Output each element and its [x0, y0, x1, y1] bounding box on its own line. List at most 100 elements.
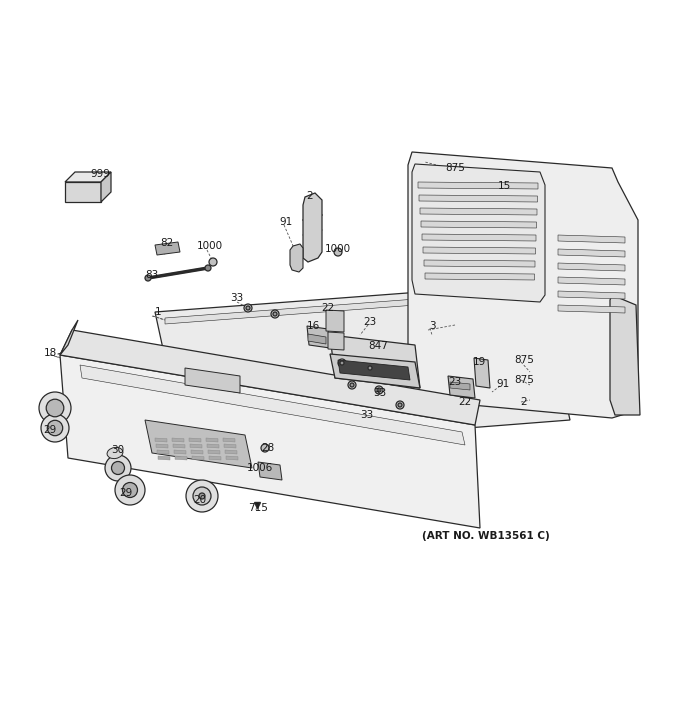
Text: 22: 22: [322, 303, 335, 313]
Circle shape: [46, 399, 64, 417]
Circle shape: [338, 359, 346, 367]
Polygon shape: [80, 365, 465, 445]
Polygon shape: [303, 193, 322, 262]
Polygon shape: [448, 376, 475, 398]
Ellipse shape: [107, 447, 123, 459]
Circle shape: [186, 480, 218, 512]
Text: 18: 18: [44, 348, 56, 358]
Polygon shape: [412, 164, 545, 302]
Circle shape: [350, 383, 354, 387]
Polygon shape: [421, 221, 537, 228]
Text: 2: 2: [307, 191, 313, 201]
Polygon shape: [338, 360, 410, 380]
Text: 3: 3: [428, 321, 435, 331]
Polygon shape: [191, 450, 203, 454]
Polygon shape: [558, 249, 625, 257]
Polygon shape: [422, 234, 536, 241]
Polygon shape: [175, 456, 187, 460]
Text: 23: 23: [363, 317, 377, 327]
Circle shape: [398, 403, 402, 407]
Polygon shape: [326, 310, 344, 332]
Circle shape: [244, 304, 252, 312]
Polygon shape: [328, 332, 344, 350]
Polygon shape: [558, 305, 625, 313]
Text: 847: 847: [368, 341, 388, 351]
Polygon shape: [423, 247, 536, 254]
Text: 30: 30: [112, 445, 124, 455]
Circle shape: [199, 493, 205, 499]
Circle shape: [271, 310, 279, 318]
Text: 875: 875: [514, 375, 534, 385]
Text: 875: 875: [514, 355, 534, 365]
Text: 20: 20: [193, 495, 207, 505]
Circle shape: [48, 420, 63, 436]
Polygon shape: [207, 444, 219, 448]
Circle shape: [105, 455, 131, 481]
Polygon shape: [558, 277, 625, 285]
Circle shape: [122, 483, 137, 497]
Polygon shape: [155, 438, 167, 442]
Text: 1: 1: [154, 307, 161, 317]
Text: 999: 999: [90, 169, 110, 179]
Text: 1000: 1000: [197, 241, 223, 251]
Polygon shape: [610, 295, 640, 415]
Circle shape: [375, 386, 383, 394]
Circle shape: [112, 462, 124, 474]
Text: 2: 2: [521, 397, 527, 407]
Circle shape: [334, 248, 342, 256]
Text: 28: 28: [261, 443, 275, 453]
Text: 1006: 1006: [247, 463, 273, 473]
Circle shape: [145, 275, 151, 281]
Circle shape: [377, 388, 381, 392]
Text: 33: 33: [373, 388, 387, 398]
Circle shape: [261, 444, 269, 452]
Polygon shape: [558, 263, 625, 271]
Polygon shape: [224, 444, 236, 448]
Text: 29: 29: [120, 488, 133, 498]
Circle shape: [193, 487, 211, 505]
Circle shape: [39, 392, 71, 424]
Polygon shape: [307, 326, 330, 348]
Polygon shape: [60, 355, 480, 528]
Text: 83: 83: [146, 270, 158, 280]
Polygon shape: [419, 195, 537, 202]
Polygon shape: [156, 444, 168, 448]
Circle shape: [273, 312, 277, 316]
Polygon shape: [155, 242, 180, 255]
Polygon shape: [226, 456, 238, 460]
Circle shape: [368, 366, 372, 370]
Polygon shape: [225, 450, 237, 454]
Circle shape: [246, 306, 250, 310]
Polygon shape: [474, 358, 490, 388]
Polygon shape: [558, 235, 625, 243]
Polygon shape: [208, 450, 220, 454]
Polygon shape: [209, 456, 221, 460]
Polygon shape: [173, 444, 185, 448]
Circle shape: [41, 414, 69, 442]
Polygon shape: [425, 273, 534, 280]
Text: 16: 16: [307, 321, 320, 331]
Text: 33: 33: [231, 293, 243, 303]
Polygon shape: [60, 320, 78, 355]
Polygon shape: [424, 260, 535, 267]
Text: 33: 33: [360, 410, 373, 420]
Polygon shape: [65, 172, 111, 182]
Text: 22: 22: [458, 397, 472, 407]
Text: 19: 19: [473, 357, 486, 367]
Polygon shape: [223, 438, 235, 442]
Polygon shape: [165, 290, 535, 324]
Circle shape: [366, 364, 374, 372]
Text: 23: 23: [448, 377, 462, 387]
Text: 15: 15: [497, 181, 511, 191]
Polygon shape: [420, 208, 537, 215]
Polygon shape: [558, 291, 625, 299]
Polygon shape: [189, 438, 201, 442]
Polygon shape: [155, 283, 570, 450]
Polygon shape: [158, 456, 170, 460]
Polygon shape: [157, 450, 169, 454]
Circle shape: [396, 401, 404, 409]
Polygon shape: [206, 438, 218, 442]
Circle shape: [115, 475, 145, 505]
Circle shape: [348, 381, 356, 389]
Text: 91: 91: [496, 379, 509, 389]
